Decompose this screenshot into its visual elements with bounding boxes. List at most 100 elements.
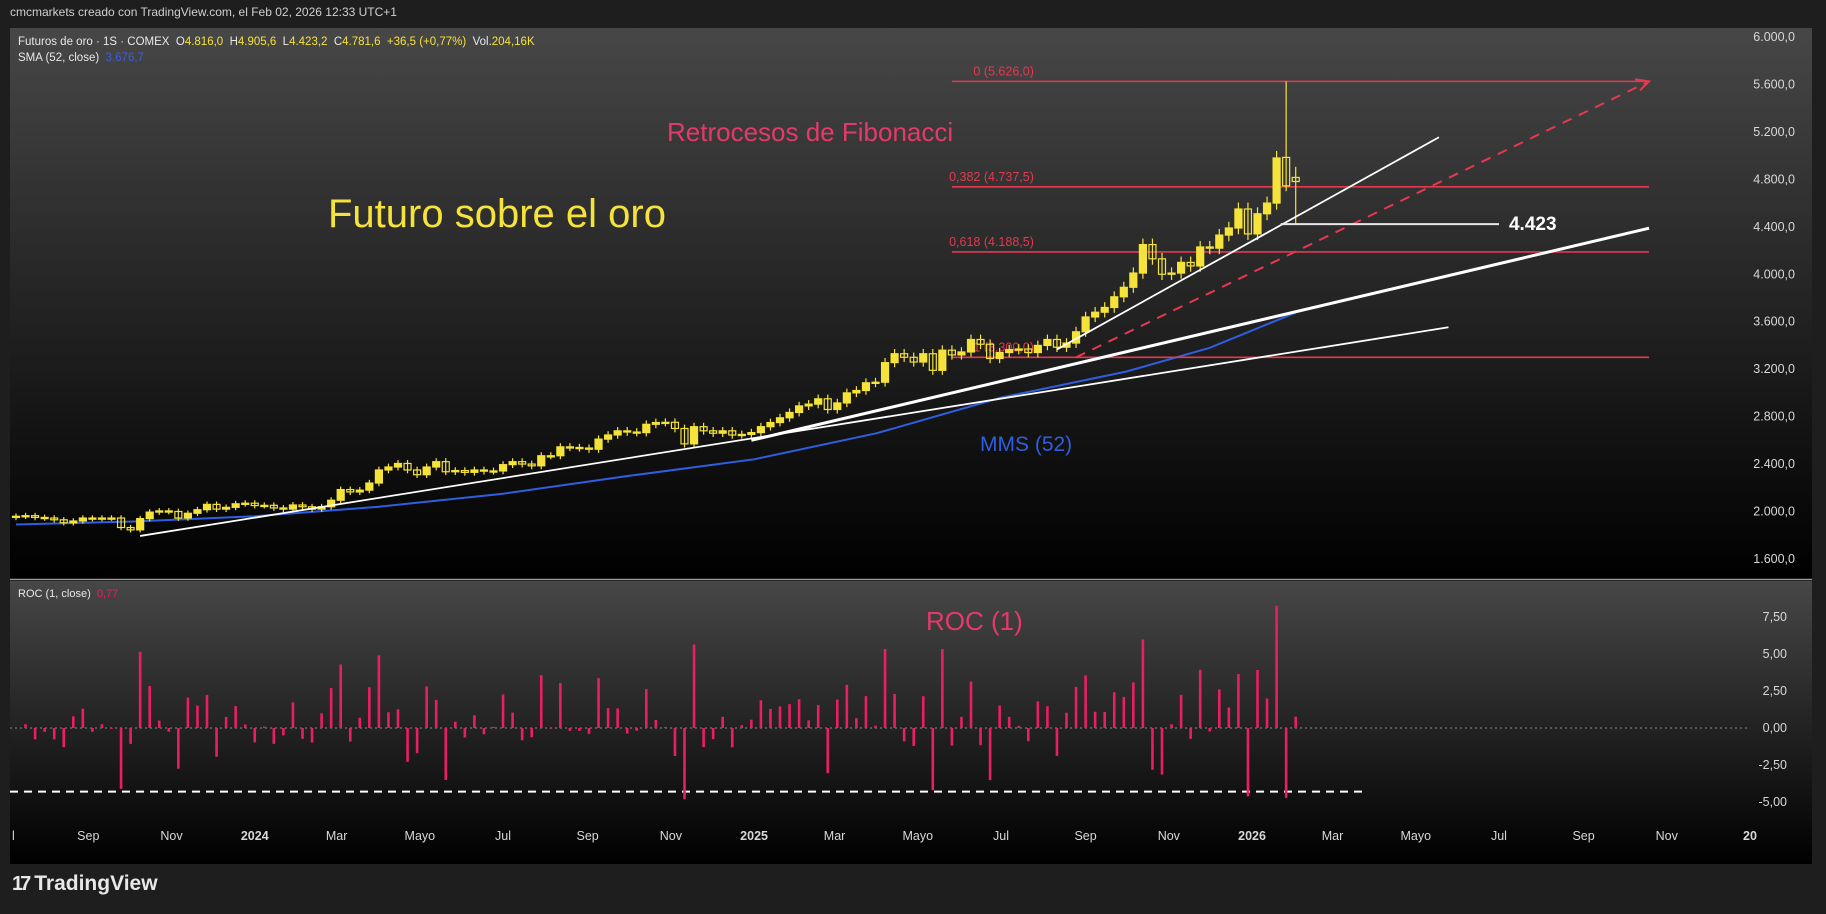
roc-bar: [177, 728, 180, 769]
time-axis-tick: Mar: [1322, 829, 1344, 843]
candle-body: [422, 466, 431, 476]
price-pane[interactable]: [10, 28, 1812, 579]
candle-body: [565, 446, 575, 449]
candle-body: [1100, 306, 1109, 313]
candle-body: [603, 434, 613, 440]
chart-panel[interactable]: 0 (5.626,0) 0,382 (4.737,5) 0,618 (4.188,5…: [10, 28, 1812, 864]
roc-bar: [921, 696, 925, 728]
candle-body: [737, 433, 746, 437]
arrow-head-icon: [1634, 78, 1652, 92]
candle-body: [919, 353, 928, 363]
roc-bar: [645, 689, 648, 728]
candle-body: [1043, 338, 1052, 347]
candle-body: [1215, 234, 1224, 249]
candle-body: [288, 504, 298, 510]
roc-bar: [893, 693, 896, 728]
candle-body: [164, 510, 173, 513]
change-value: +36,5 (+0,77%): [386, 36, 467, 48]
candle-body: [78, 517, 87, 522]
candle-body: [880, 362, 890, 383]
candle-body: [775, 417, 785, 424]
candle-body: [374, 469, 383, 484]
fibonacci-annotation: Retrocesos de Fibonacci: [667, 117, 953, 147]
price-axis-tick: 2.000,0: [1753, 505, 1795, 519]
time-axis-tick: 2024: [241, 829, 269, 843]
roc-bar: [234, 706, 237, 728]
roc-bar: [1103, 711, 1106, 728]
roc-label[interactable]: ROC (1, close): [18, 588, 91, 600]
time-axis-tick: Nov: [160, 829, 183, 843]
roc-bar: [730, 728, 734, 748]
roc-bar: [969, 681, 973, 728]
candle-body: [1081, 316, 1090, 333]
sma-label[interactable]: SMA (52, close): [18, 52, 100, 64]
time-axis-tick: Sep: [1074, 829, 1096, 843]
support-level-label: 4.423: [1509, 214, 1557, 235]
candle-body: [241, 502, 250, 505]
roc-bar: [186, 697, 190, 728]
time-axis-tick: Mar: [824, 829, 846, 843]
candle-body: [365, 482, 374, 491]
roc-bar: [196, 705, 199, 728]
time-axis-tick: Sep: [77, 829, 99, 843]
candle-body: [861, 382, 871, 392]
candle-body: [155, 510, 164, 513]
time-axis-tick: Sep: [1572, 829, 1594, 843]
candle-body: [279, 507, 288, 510]
roc-bar: [788, 704, 791, 728]
candle-body: [59, 519, 68, 524]
roc-bar: [454, 721, 457, 728]
chart-canvas[interactable]: 0 (5.626,0) 0,382 (4.737,5) 0,618 (4.188,5…: [10, 28, 1812, 864]
roc-bar: [52, 728, 56, 740]
roc-bar: [960, 716, 963, 728]
roc-bar: [1246, 728, 1250, 797]
candle-body: [508, 461, 517, 466]
candle-body: [584, 447, 594, 450]
candle-body: [756, 426, 766, 434]
candle-body: [709, 430, 718, 434]
time-axis-tick: Nov: [660, 829, 683, 843]
roc-bar: [606, 708, 610, 728]
candle-body: [651, 421, 660, 425]
roc-axis-tick: 0,00: [1763, 721, 1787, 735]
candle-body: [1110, 296, 1119, 309]
roc-pane[interactable]: [10, 581, 1812, 864]
time-axis-tick: Mayo: [405, 829, 436, 843]
roc-bar: [702, 728, 705, 748]
high-value: 4.905,6: [237, 36, 277, 48]
roc-bar: [224, 717, 228, 728]
roc-bar: [1218, 689, 1221, 728]
candle-body: [1243, 208, 1253, 235]
roc-bar: [434, 699, 438, 728]
candle-body: [403, 462, 412, 471]
roc-axis-tick: 2,50: [1763, 684, 1787, 698]
candle-body: [909, 356, 918, 363]
price-axis-tick: 2.400,0: [1753, 457, 1795, 471]
candle-body: [451, 469, 460, 473]
roc-bar: [864, 696, 868, 728]
tradingview-branding[interactable]: 17 TradingView: [12, 872, 158, 896]
candle-body: [728, 430, 737, 436]
candle-body: [136, 518, 145, 531]
candle-body: [1052, 338, 1062, 348]
candle-body: [384, 466, 393, 471]
sma-annotation: MMS (52): [980, 433, 1072, 456]
roc-bar: [329, 688, 333, 728]
candle-body: [470, 469, 479, 473]
time-axis-tick: Jul: [495, 829, 511, 843]
roc-bar: [1132, 682, 1135, 728]
high-label: H: [229, 36, 238, 48]
symbol-name[interactable]: Futuros de oro · 1S · COMEX: [18, 36, 170, 48]
time-axis-tick: Mayo: [903, 829, 934, 843]
roc-bar: [1065, 712, 1068, 728]
sma-line: [15, 311, 1297, 526]
candle-body: [613, 430, 622, 436]
roc-bar: [215, 728, 218, 757]
candle-body: [842, 392, 851, 404]
roc-bar: [33, 728, 37, 740]
roc-bar: [941, 649, 944, 728]
roc-bar: [205, 694, 209, 728]
candle-body: [336, 488, 345, 501]
roc-bar: [492, 726, 495, 728]
candle-body: [432, 461, 441, 468]
